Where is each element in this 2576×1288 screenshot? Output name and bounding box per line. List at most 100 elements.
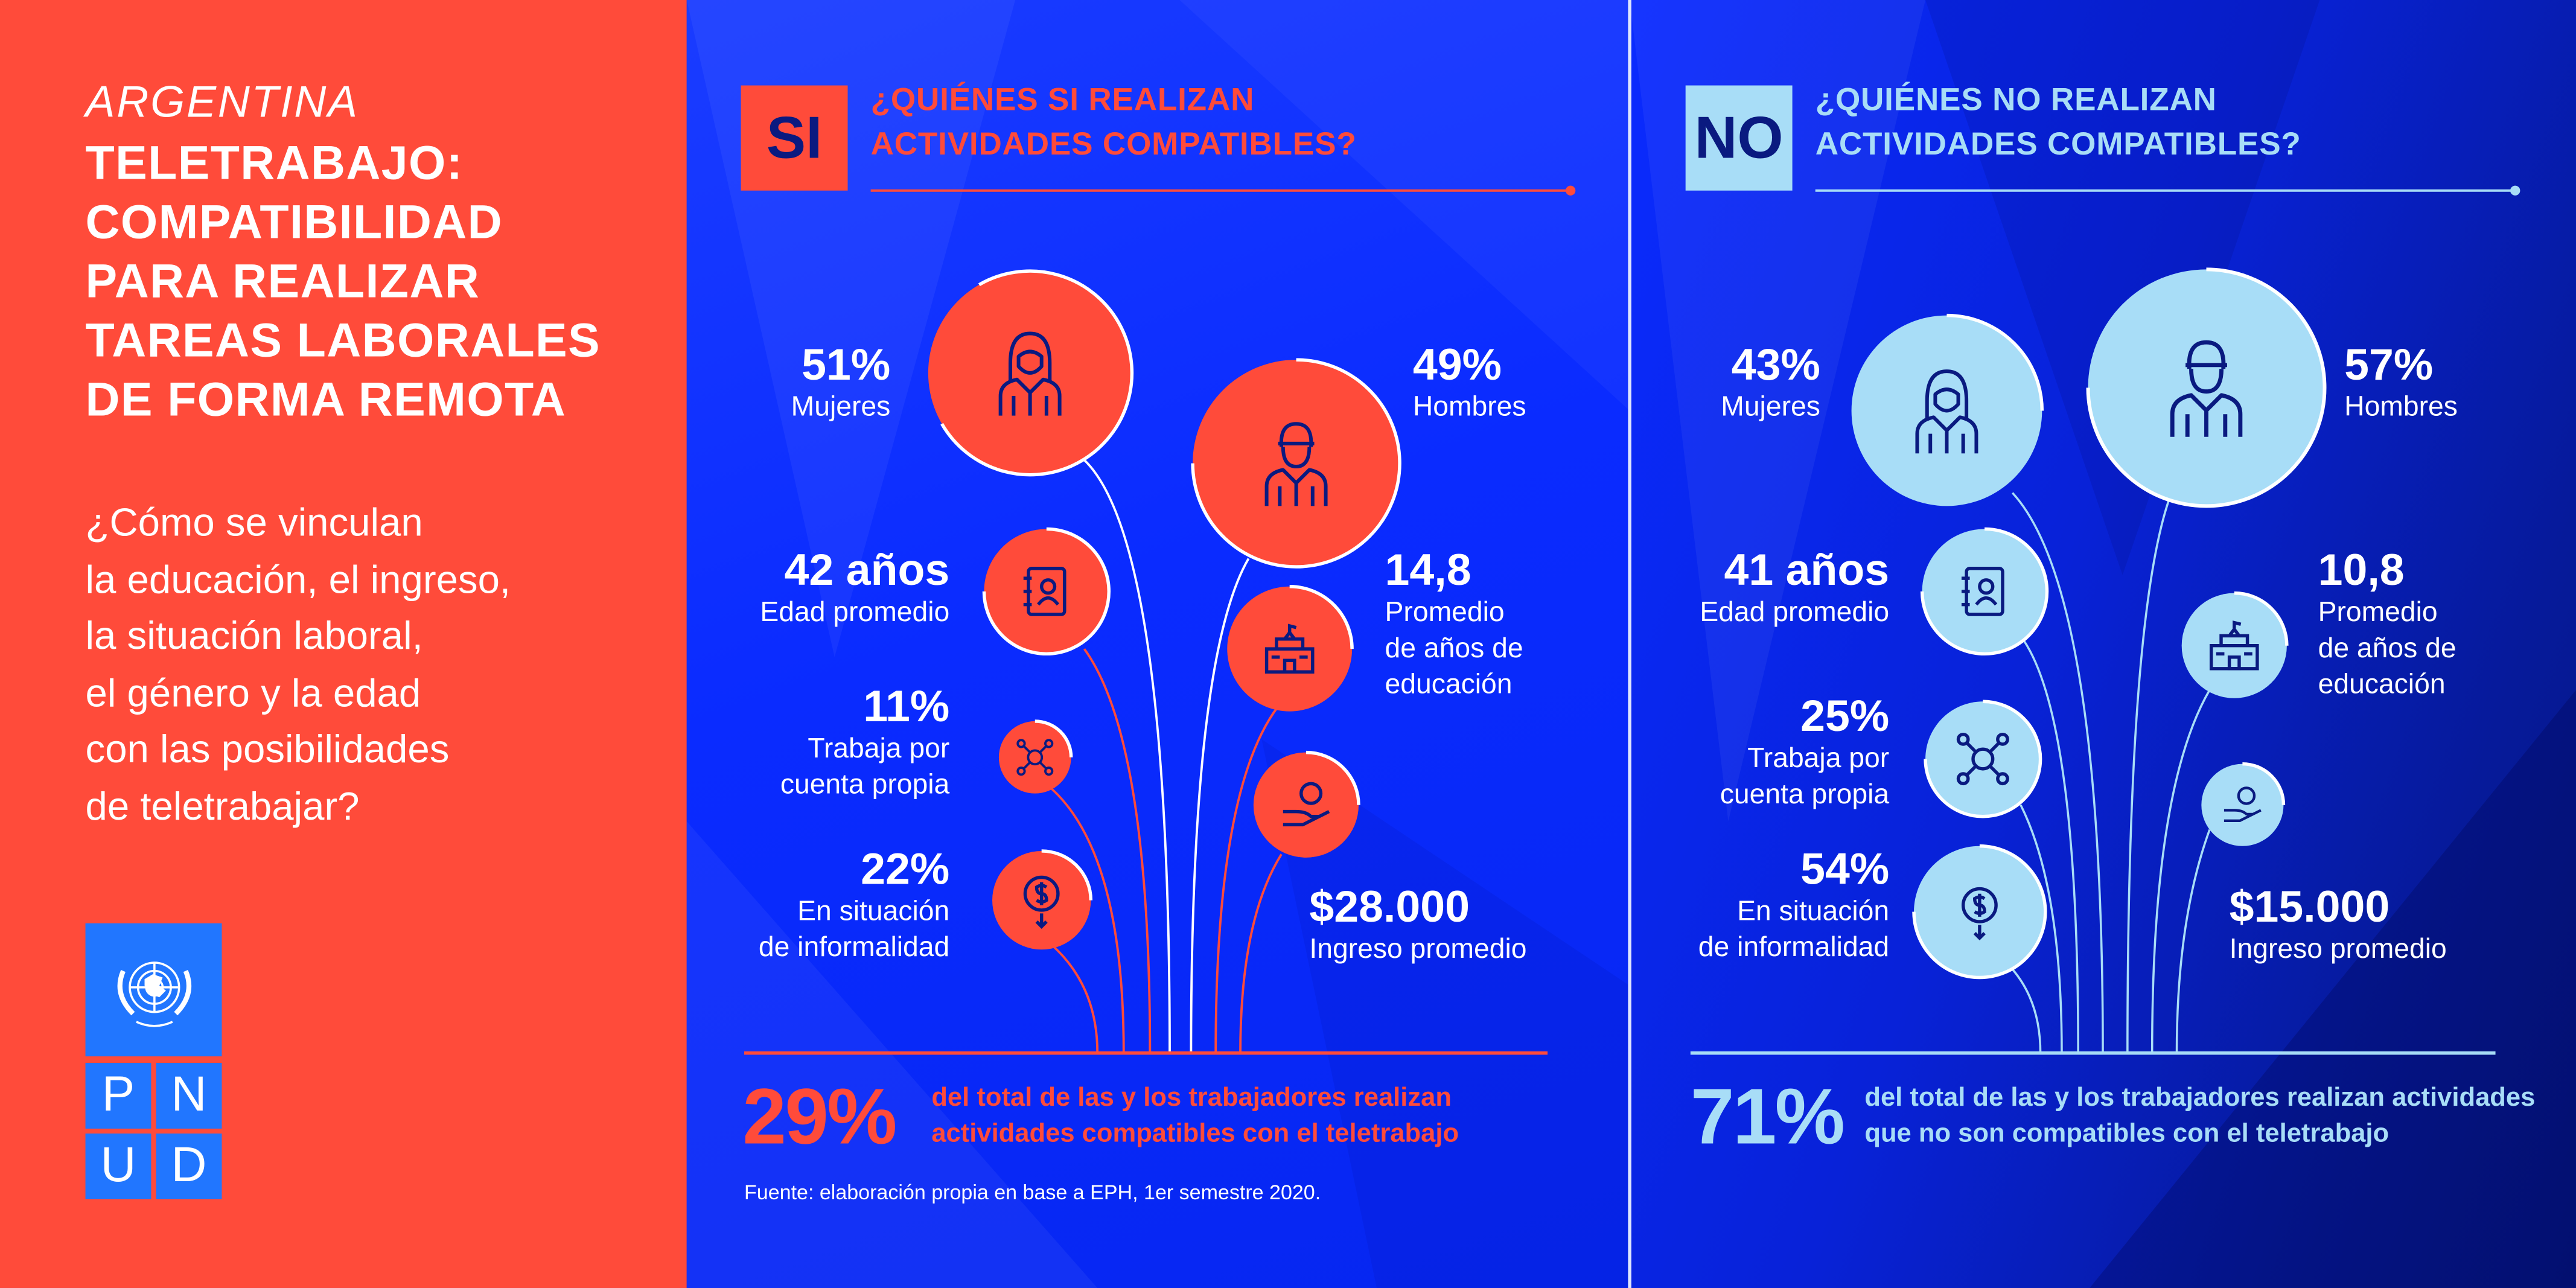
logo-letter-d: D [156, 1133, 222, 1199]
background-facets [1630, 0, 2576, 1288]
stat-value: 25% [1800, 691, 1890, 741]
source-note: Fuente: elaboración propia en base a EPH… [744, 1181, 1321, 1205]
no-education-stat: 10,8 Promedio de años de educación [2318, 546, 2456, 703]
stat-value: 54% [1800, 844, 1890, 894]
panel-divider [1628, 0, 1631, 1288]
question-line: la educación, el ingreso, [85, 558, 511, 602]
question-line: con las posibilidades [85, 727, 450, 773]
title-line: PARA REALIZAR [85, 256, 480, 309]
stat-label: Trabaja por [1747, 742, 1890, 774]
country-label: ARGENTINA [85, 77, 359, 127]
total-line: del total de las y los trabajadores real… [1864, 1084, 2536, 1112]
si-women-circle [928, 269, 1134, 477]
main-title: TELETRABAJO: COMPATIBILIDAD PARA REALIZA… [86, 135, 601, 430]
no-total-percent: 71% [1690, 1074, 1845, 1162]
si-rule-dot [1565, 185, 1576, 196]
stat-value: 11% [863, 681, 950, 732]
stat-label: Ingreso promedio [1309, 933, 1527, 964]
si-selfemployed-stat: 11% Trabaja por cuenta propia [780, 682, 949, 803]
background-facets [686, 0, 1630, 1288]
si-question: ¿QUIÉNES SI REALIZAN ACTIVIDADES COMPATI… [871, 79, 1357, 168]
si-income-circle [1253, 750, 1360, 858]
logo-letter-u: U [85, 1133, 151, 1199]
stat-value: 49% [1412, 340, 1502, 390]
stat-label: En situación [1737, 895, 1890, 927]
stat-label: Mujeres [1721, 391, 1820, 422]
question-line: ¿Cómo se vinculan [85, 501, 423, 546]
no-men-stat: 57% Hombres [2344, 340, 2458, 426]
si-informal-circle [992, 849, 1093, 950]
si-selfemployed-circle [998, 719, 1073, 794]
stat-label: Ingreso promedio [2229, 933, 2447, 964]
no-connector-lines [2011, 492, 2211, 1053]
question-line: de teletrabajar? [85, 784, 360, 829]
no-selfemployed-circle [1924, 700, 2042, 818]
no-total-text: del total de las y los trabajadores real… [1864, 1081, 2535, 1153]
stat-value: $15.000 [2229, 882, 2390, 932]
stat-label: de años de [2318, 632, 2456, 664]
stat-label: Promedio [2318, 596, 2438, 628]
stat-label: de informalidad [758, 931, 950, 963]
stat-label: Trabaja por [808, 732, 950, 764]
title-line: TAREAS LABORALES [85, 315, 601, 368]
stat-label: Hombres [1412, 391, 1526, 422]
question-line: el género y la edad [85, 671, 421, 716]
stat-label: Edad promedio [760, 596, 950, 628]
si-total-text: del total de las y los trabajadores real… [931, 1081, 1459, 1153]
title-line: DE FORMA REMOTA [85, 374, 567, 427]
stat-value: 51% [802, 340, 891, 390]
no-panel [1630, 0, 2576, 1288]
stat-label: Mujeres [791, 391, 891, 422]
stat-label: educación [1385, 668, 1513, 700]
stat-value: $28.000 [1309, 882, 1470, 932]
total-line: que no son compatibles con el teletrabaj… [1864, 1120, 2389, 1149]
no-informal-circle [1912, 844, 2047, 980]
si-women-stat: 51% Mujeres [791, 340, 891, 426]
stat-value: 42 años [784, 545, 950, 595]
question-line: ACTIVIDADES COMPATIBLES? [870, 126, 1357, 163]
stat-label: educación [2318, 668, 2446, 700]
stat-value: 41 años [1724, 545, 1890, 595]
si-connector-white [1083, 459, 1250, 1053]
si-income-stat: $28.000 Ingreso promedio [1309, 882, 1526, 968]
stat-label: Hombres [2344, 391, 2458, 422]
no-age-stat: 41 años Edad promedio [1700, 546, 1889, 631]
question-line: ¿QUIÉNES SI REALIZAN [870, 82, 1255, 118]
no-income-circle [2201, 762, 2286, 846]
stat-label: Edad promedio [1700, 596, 1890, 628]
pnud-logo: P N U D [85, 923, 222, 1199]
no-income-stat: $15.000 Ingreso promedio [2230, 882, 2447, 968]
no-women-circle [1851, 313, 2044, 506]
si-informal-stat: 22% En situación de informalidad [759, 844, 949, 966]
logo-letter-p: P [85, 1063, 151, 1129]
no-question: ¿QUIÉNES NO REALIZAN ACTIVIDADES COMPATI… [1816, 79, 2301, 168]
no-informal-stat: 54% En situación de informalidad [1698, 844, 1889, 966]
stat-label: de años de [1385, 632, 1523, 664]
si-education-stat: 14,8 Promedio de años de educación [1385, 546, 1523, 703]
stat-value: 43% [1731, 340, 1820, 390]
total-line: del total de las y los trabajadores real… [931, 1084, 1452, 1112]
no-age-circle [1920, 527, 2049, 655]
no-rule-dot [2510, 185, 2520, 196]
si-age-circle [982, 527, 1111, 655]
title-line: COMPATIBILIDAD [85, 197, 503, 250]
stat-value: 14,8 [1385, 545, 1471, 595]
si-badge: SI [741, 85, 848, 191]
total-line: actividades compatibles con el teletraba… [931, 1120, 1459, 1149]
si-men-circle [1191, 358, 1401, 569]
no-women-stat: 43% Mujeres [1721, 340, 1820, 426]
si-education-circle [1227, 584, 1354, 712]
si-men-stat: 49% Hombres [1413, 340, 1526, 426]
si-connector-lines [1050, 648, 1283, 1053]
intro-question: ¿Cómo se vinculan la educación, el ingre… [86, 496, 511, 836]
stat-value: 57% [2344, 340, 2434, 390]
no-education-circle [2181, 591, 2289, 698]
no-selfemployed-stat: 25% Trabaja por cuenta propia [1720, 692, 1889, 813]
si-total-percent: 29% [742, 1074, 897, 1162]
question-line: la situación laboral, [85, 614, 423, 659]
stat-label: En situación [797, 895, 950, 927]
question-line: ¿QUIÉNES NO REALIZAN [1815, 82, 2217, 118]
stat-label: cuenta propia [1720, 779, 1890, 810]
no-badge: NO [1685, 85, 1793, 191]
